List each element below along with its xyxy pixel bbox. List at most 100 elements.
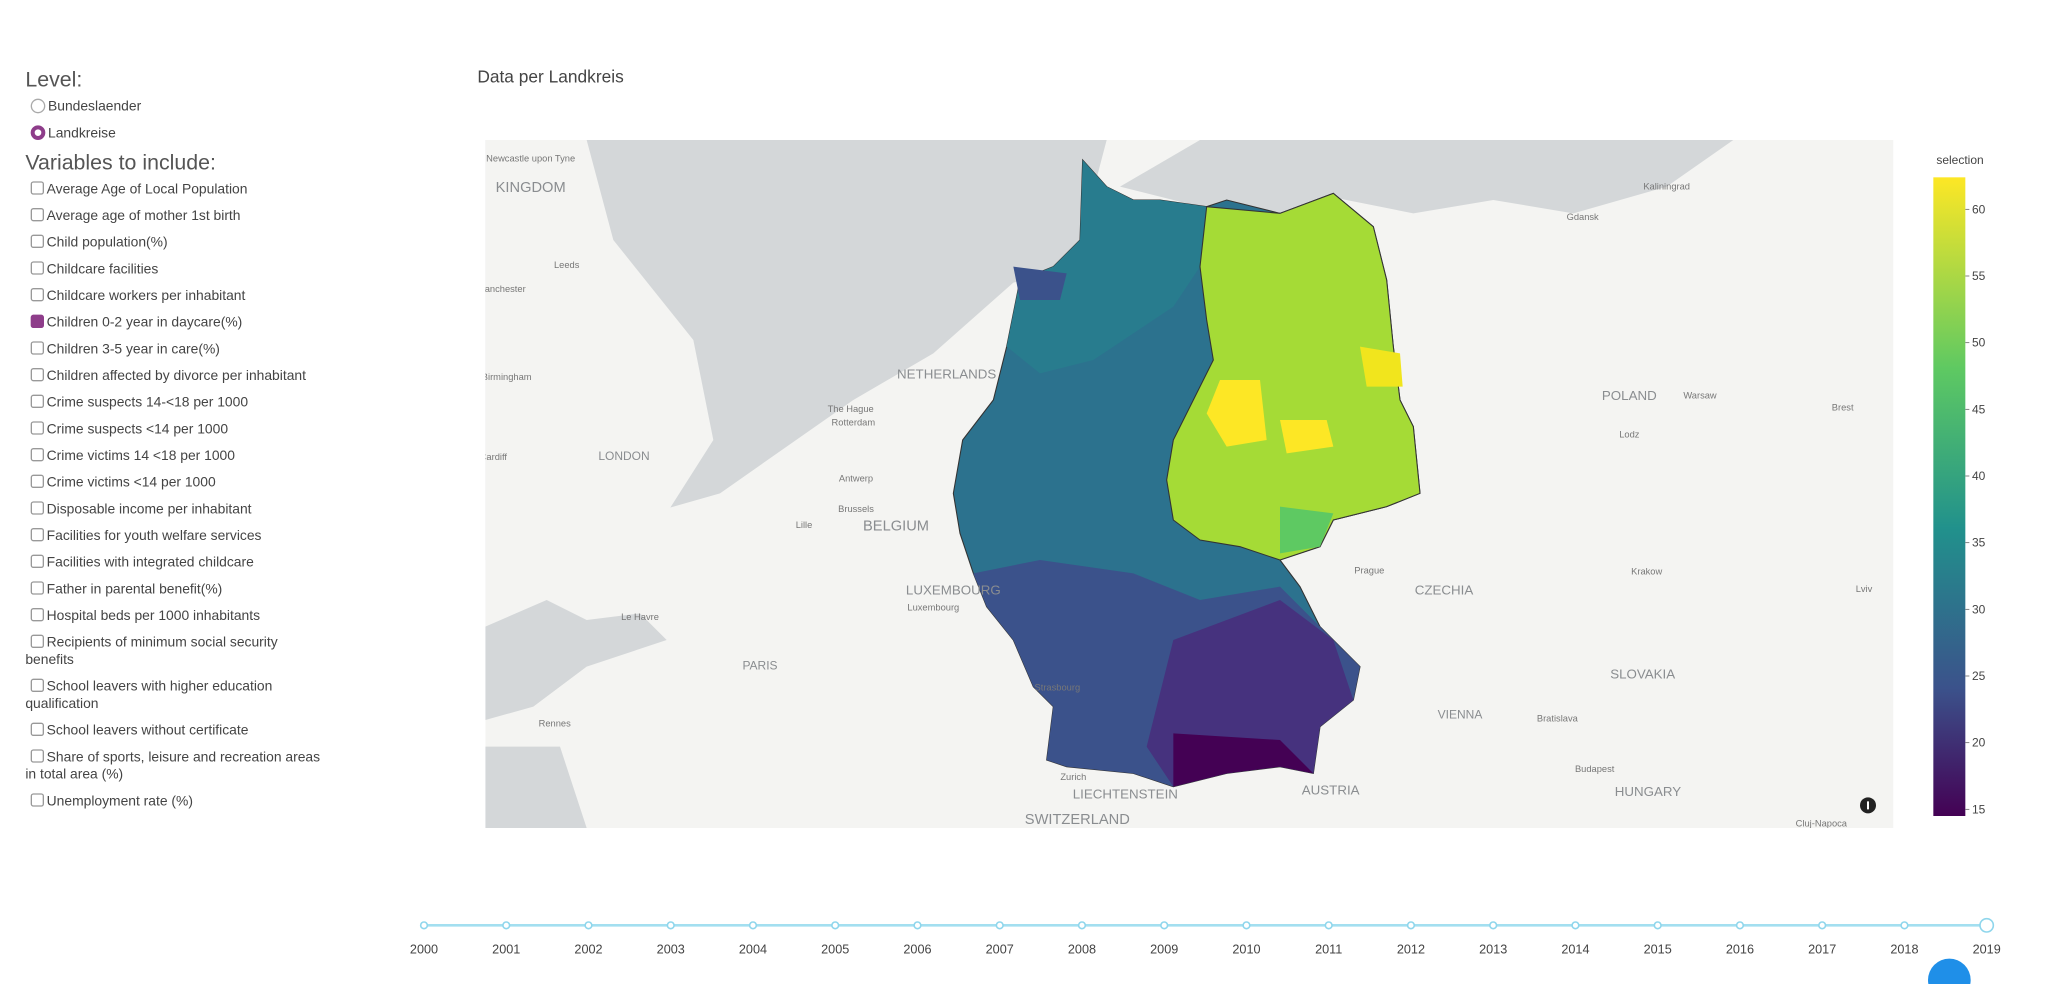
slider-dot[interactable] — [419, 921, 429, 930]
checkbox-label[interactable]: Children 3-5 year in care(%) — [46, 342, 220, 358]
checkbox-option[interactable]: Facilities for youth welfare services — [25, 528, 329, 545]
checkbox[interactable] — [30, 421, 44, 435]
checkbox-option[interactable]: Share of sports, leisure and recreation … — [25, 749, 329, 784]
checkbox-label[interactable]: Disposable income per inhabitant — [46, 502, 252, 518]
checkbox[interactable] — [30, 793, 44, 807]
checkbox[interactable] — [30, 288, 44, 302]
slider-dot[interactable] — [831, 921, 840, 930]
checkbox-option[interactable]: Disposable income per inhabitant — [25, 501, 329, 518]
slider-year[interactable]: 2004 — [739, 942, 767, 956]
slider-year[interactable]: 2006 — [903, 942, 931, 956]
slider-dot-selected[interactable] — [1979, 917, 1995, 933]
checkbox[interactable] — [30, 554, 44, 568]
radio[interactable] — [30, 125, 46, 140]
checkbox-label[interactable]: Children affected by divorce per inhabit… — [46, 369, 306, 384]
checkbox[interactable] — [30, 261, 44, 275]
slider-year[interactable]: 2005 — [821, 942, 849, 956]
checkbox-label[interactable]: Share of sports, leisure and recreation … — [25, 750, 321, 783]
checkbox-option[interactable]: School leavers with higher education qua… — [25, 678, 329, 714]
checkbox-label[interactable]: Father in parental benefit(%) — [46, 582, 223, 598]
checkbox[interactable] — [30, 634, 44, 648]
checkbox[interactable] — [30, 722, 44, 736]
checkbox-label[interactable]: Unemployment rate (%) — [46, 794, 193, 810]
checkbox[interactable] — [30, 208, 44, 222]
slider-year[interactable]: 2018 — [1890, 942, 1918, 956]
slider-dot[interactable] — [995, 921, 1004, 930]
checkbox-label[interactable]: Recipients of minimum social security be… — [25, 636, 278, 668]
slider-year[interactable]: 2017 — [1808, 942, 1836, 956]
checkbox-label[interactable]: School leavers with higher education qua… — [25, 680, 273, 712]
checkbox-label[interactable]: Crime suspects <14 per 1000 — [46, 422, 229, 438]
slider-year[interactable]: 2002 — [574, 942, 602, 956]
checkbox[interactable] — [30, 368, 44, 382]
checkbox-label[interactable]: Crime victims 14 <18 per 1000 — [46, 449, 235, 464]
slider-dot[interactable] — [1077, 921, 1087, 930]
slider-year[interactable]: 2014 — [1561, 942, 1589, 956]
checkbox[interactable] — [30, 474, 44, 488]
slider-dot[interactable] — [1653, 921, 1662, 930]
checkbox[interactable] — [30, 448, 44, 462]
checkbox-option[interactable]: Children 0-2 year in daycare(%) — [25, 314, 329, 332]
checkbox-option[interactable]: Childcare workers per inhabitant — [25, 288, 329, 305]
radio-option[interactable]: Landkreise — [25, 125, 329, 142]
radio-label[interactable]: Bundeslaender — [48, 100, 142, 115]
checkbox[interactable] — [30, 341, 44, 355]
checkbox-option[interactable]: Crime victims 14 <18 per 1000 — [25, 448, 329, 465]
checkbox-option[interactable]: Average age of mother 1st birth — [25, 208, 329, 225]
radio[interactable] — [30, 98, 46, 114]
slider-year[interactable]: 2013 — [1479, 942, 1507, 956]
checkbox[interactable] — [30, 314, 44, 328]
slider-dot[interactable] — [748, 921, 758, 930]
checkbox-option[interactable]: Recipients of minimum social security be… — [25, 634, 329, 670]
checkbox-label[interactable]: Average age of mother 1st birth — [46, 209, 241, 224]
slider-dot[interactable] — [1324, 921, 1333, 930]
slider-year[interactable]: 2011 — [1315, 942, 1342, 956]
checkbox-label[interactable]: School leavers without certificate — [46, 724, 249, 739]
checkbox-option[interactable]: Childcare facilities — [25, 261, 329, 278]
radio-label[interactable]: Landkreise — [48, 126, 116, 142]
year-slider[interactable]: 2000 2001 2002 2003 2004 2005 2006 2007 2008 2009… — [410, 917, 2001, 957]
checkbox[interactable] — [30, 181, 44, 195]
slider-dot[interactable] — [1900, 921, 1909, 930]
checkbox-label[interactable]: Child population(%) — [46, 236, 168, 251]
slider-year[interactable]: 2016 — [1726, 942, 1754, 956]
slider-handle[interactable] — [1928, 958, 1971, 989]
slider-year[interactable]: 2009 — [1150, 942, 1178, 956]
checkbox-option[interactable]: Average Age of Local Population — [25, 181, 329, 198]
slider-dot[interactable] — [1489, 921, 1498, 930]
radio-option[interactable]: Bundeslaender — [25, 98, 329, 116]
slider-dot[interactable] — [1242, 921, 1251, 930]
checkbox-option[interactable]: Children 3-5 year in care(%) — [25, 341, 329, 358]
slider-dot[interactable] — [666, 921, 675, 930]
checkbox-option[interactable]: Hospital beds per 1000 inhabitants — [25, 608, 329, 625]
checkbox-option[interactable]: Child population(%) — [25, 234, 329, 252]
checkbox-option[interactable]: School leavers without certificate — [25, 722, 329, 740]
checkbox-option[interactable]: Unemployment rate (%) — [25, 793, 329, 810]
slider-year[interactable]: 2007 — [986, 942, 1014, 956]
slider-year[interactable]: 2000 — [410, 942, 438, 956]
checkbox[interactable] — [30, 749, 44, 763]
checkbox[interactable] — [30, 234, 44, 248]
checkbox-option[interactable]: Children affected by divorce per inhabit… — [25, 368, 329, 385]
checkbox-option[interactable]: Crime suspects 14-<18 per 1000 — [25, 394, 329, 412]
slider-dot[interactable] — [1818, 921, 1827, 930]
slider-dot[interactable] — [1571, 921, 1580, 930]
checkbox-label[interactable]: Childcare workers per inhabitant — [46, 289, 246, 304]
checkbox[interactable] — [30, 394, 44, 408]
slider-year[interactable]: 2019 — [1973, 942, 2001, 956]
map[interactable]: Newcastle upon Tyne KINGDOM Leeds Mancheste… — [477, 140, 1894, 829]
checkbox[interactable] — [30, 608, 44, 622]
slider-year[interactable]: 2015 — [1644, 942, 1672, 956]
checkbox-label[interactable]: Average Age of Local Population — [46, 182, 248, 198]
checkbox[interactable] — [30, 528, 44, 542]
slider-dot[interactable] — [584, 921, 593, 930]
checkbox-option[interactable]: Facilities with integrated childcare — [25, 554, 329, 572]
checkbox-label[interactable]: Crime suspects 14-<18 per 1000 — [46, 396, 249, 411]
slider-dot[interactable] — [1406, 921, 1416, 930]
slider-year[interactable]: 2008 — [1068, 942, 1096, 956]
checkbox-option[interactable]: Father in parental benefit(%) — [25, 581, 329, 598]
slider-year[interactable]: 2003 — [657, 942, 685, 956]
checkbox[interactable] — [30, 501, 44, 515]
checkbox-option[interactable]: Crime suspects <14 per 1000 — [25, 421, 329, 438]
checkbox-option[interactable]: Crime victims <14 per 1000 — [25, 474, 329, 492]
